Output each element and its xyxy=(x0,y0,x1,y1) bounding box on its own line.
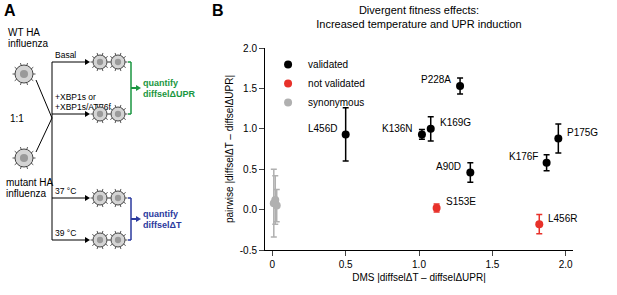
svg-text:1.0: 1.0 xyxy=(243,123,257,134)
svg-text:2.0: 2.0 xyxy=(243,43,257,54)
svg-text:Basal: Basal xyxy=(55,50,76,60)
svg-text:0.0: 0.0 xyxy=(243,204,257,215)
svg-text:-0.5: -0.5 xyxy=(240,245,258,256)
svg-text:not validated: not validated xyxy=(308,78,365,89)
svg-text:diffselΔT: diffselΔT xyxy=(143,220,182,230)
svg-text:S153E: S153E xyxy=(446,196,476,207)
svg-text:0.5: 0.5 xyxy=(243,164,257,175)
svg-text:0: 0 xyxy=(270,259,276,270)
svg-text:39 °C: 39 °C xyxy=(55,228,76,238)
svg-text:DMS |diffselΔT – diffselΔUPR|: DMS |diffselΔT – diffselΔUPR| xyxy=(352,272,486,283)
svg-text:+XBP1s/ATF6f: +XBP1s/ATF6f xyxy=(55,102,111,112)
svg-text:K169G: K169G xyxy=(440,117,471,128)
svg-text:Divergent fitness effects:Incr: Divergent fitness effects:Increased temp… xyxy=(316,4,521,30)
svg-text:mutant HA: mutant HA xyxy=(6,177,54,188)
svg-text:1:1: 1:1 xyxy=(10,113,24,124)
svg-text:0.5: 0.5 xyxy=(339,259,353,270)
svg-text:L456D: L456D xyxy=(308,123,337,134)
svg-text:pairwise |diffselΔT – diffselΔ: pairwise |diffselΔT – diffselΔUPR| xyxy=(224,75,235,223)
svg-text:quantify: quantify xyxy=(143,78,178,88)
svg-text:2.0: 2.0 xyxy=(559,259,573,270)
svg-text:diffselΔUPR: diffselΔUPR xyxy=(143,89,195,99)
svg-text:WT HA: WT HA xyxy=(8,27,40,38)
html-text:A: A xyxy=(4,2,16,19)
svg-text:A90D: A90D xyxy=(436,161,461,172)
svg-text:37 °C: 37 °C xyxy=(55,186,76,196)
svg-text:K136N: K136N xyxy=(382,123,413,134)
svg-text:K176F: K176F xyxy=(509,151,538,162)
html-text:B: B xyxy=(212,2,224,19)
svg-text:1.5: 1.5 xyxy=(485,259,499,270)
svg-text:+XBP1s or: +XBP1s or xyxy=(55,92,96,102)
svg-text:1.0: 1.0 xyxy=(412,259,426,270)
svg-text:P175G: P175G xyxy=(567,127,598,138)
svg-text:influenza: influenza xyxy=(8,38,48,49)
svg-text:L456R: L456R xyxy=(548,213,577,224)
svg-text:influenza: influenza xyxy=(6,188,46,199)
svg-text:synonymous: synonymous xyxy=(308,97,364,108)
svg-text:validated: validated xyxy=(308,59,348,70)
svg-text:quantify: quantify xyxy=(143,209,178,219)
svg-text:P228A: P228A xyxy=(421,74,451,85)
svg-text:1.5: 1.5 xyxy=(243,83,257,94)
